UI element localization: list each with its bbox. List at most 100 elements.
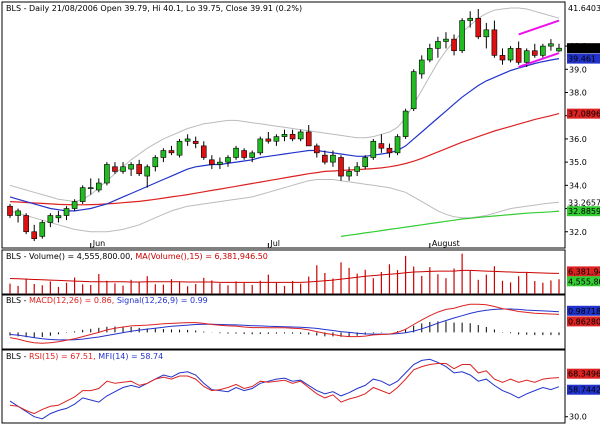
- macd-signal-line: [9, 308, 560, 341]
- candle-body: [370, 140, 377, 158]
- candle-body: [249, 152, 256, 158]
- volume-header: BLS - Volume() = 4,555,800.00, MA(Volume…: [6, 252, 268, 261]
- macd-label-box: [567, 316, 600, 327]
- price-label: 33.2657: [568, 198, 600, 207]
- macd-header: BLS - MACD(12,26) = 0.86, Signal(12,26,9…: [6, 296, 208, 305]
- candle-body: [184, 138, 191, 142]
- candle-body: [144, 166, 151, 177]
- macd-prefix: BLS -: [6, 296, 29, 305]
- candle-body: [305, 131, 312, 147]
- candle-body: [160, 150, 167, 158]
- candle-body: [475, 17, 482, 38]
- candle-body: [281, 133, 288, 137]
- price-label: 37.0896: [568, 110, 600, 119]
- candle-body: [63, 208, 70, 216]
- candle-body: [410, 71, 417, 110]
- candle-body: [273, 136, 280, 142]
- candle-body: [79, 187, 86, 202]
- channel-lower-line: [518, 52, 560, 68]
- rsi-legend: RSI(15) = 67.51,: [29, 352, 98, 361]
- candle-body: [451, 38, 457, 52]
- month-label: August: [432, 239, 460, 248]
- price-tick-label: 35.0: [569, 158, 587, 167]
- macd-label: 0.862805: [568, 317, 600, 326]
- candle-body: [7, 205, 13, 216]
- macd-label: 0.987182: [568, 307, 600, 316]
- rsi-label: 68.3496: [568, 370, 600, 379]
- candle-body: [531, 50, 538, 56]
- candle-body: [176, 140, 183, 156]
- price-tick-label: 39.0: [569, 65, 587, 74]
- candle-body: [402, 110, 409, 137]
- candle-body: [499, 55, 506, 61]
- macd-label-box: [567, 305, 600, 316]
- rsi-prefix: BLS -: [6, 352, 29, 361]
- macd-line: [9, 303, 560, 344]
- price-label: 39.91: [568, 44, 591, 53]
- candle-body: [168, 150, 175, 154]
- candle-body: [265, 138, 272, 142]
- rsi-label-box: [567, 384, 600, 395]
- rsi-line: [9, 363, 560, 415]
- price-tick-label: 36.0: [569, 135, 587, 144]
- candle-body: [55, 215, 62, 219]
- volume-panel-frame: [1, 249, 566, 295]
- candle-body: [23, 215, 29, 233]
- candle-body: [491, 29, 498, 56]
- lower-band-line: [9, 179, 560, 233]
- volume-label-box: [567, 276, 600, 287]
- candle-body: [418, 59, 425, 75]
- mfi-line: [9, 358, 560, 420]
- price-header: BLS - Daily 21/08/2006 Open 39.79, Hi 40…: [6, 4, 302, 13]
- candle-body: [39, 222, 46, 237]
- candle-body: [15, 210, 21, 216]
- rsi-panel-frame: [1, 349, 566, 424]
- price-panel-frame: [1, 1, 566, 249]
- candle-body: [297, 131, 304, 140]
- candle-body: [362, 157, 369, 168]
- candle-body: [435, 41, 441, 49]
- rsi-header: BLS - RSI(15) = 67.51, MFI(14) = 58.74: [6, 352, 163, 361]
- candle-body: [31, 231, 38, 240]
- price-tick-label: 38.0: [569, 89, 587, 98]
- price-label-box: [567, 53, 600, 64]
- candle-body: [443, 38, 449, 42]
- volume-ma-legend: MA(Volume(),15) = 6,381,946.50: [135, 252, 268, 261]
- signal-legend: Signal(12,26,9) = 0.99: [117, 296, 208, 305]
- price-tick-label: 34.0: [569, 181, 587, 190]
- rsi-label: 58.7442: [568, 386, 600, 395]
- rsi-tick-label: 30.0: [569, 413, 587, 422]
- candle-body: [338, 157, 344, 177]
- mfi-legend: MFI(14) = 58.74: [98, 352, 163, 361]
- blue-moving-average: [9, 58, 560, 212]
- candle-body: [483, 29, 490, 38]
- green-moving-average: [340, 210, 560, 237]
- candle-body: [556, 47, 562, 52]
- candle-body: [136, 164, 142, 175]
- price-label: 39.461: [568, 55, 596, 64]
- candle-body: [47, 215, 54, 223]
- candle-body: [209, 159, 215, 165]
- month-label: Jun: [92, 239, 106, 248]
- candle-body: [225, 157, 231, 163]
- candle-body: [322, 154, 328, 163]
- candle-body: [459, 20, 465, 52]
- candle-body: [313, 145, 320, 154]
- volume-label: 4,555,800: [568, 277, 600, 286]
- volume-prefix: BLS - Volume() = 4,555,800.00,: [6, 252, 135, 261]
- volume-ma-line: [9, 269, 560, 283]
- candle-body: [540, 45, 546, 56]
- price-label: 32.8859: [568, 207, 600, 216]
- channel-upper-line: [518, 19, 560, 36]
- price-label: 41.6403: [568, 4, 600, 13]
- candle-body: [548, 43, 554, 47]
- candle-body: [71, 201, 78, 209]
- candle-body: [346, 171, 352, 177]
- candle-body: [257, 138, 264, 154]
- candle-body: [241, 150, 247, 158]
- candle-body: [128, 164, 134, 170]
- candle-body: [378, 143, 385, 149]
- candle-body: [523, 50, 530, 63]
- month-label: Jul: [269, 239, 280, 248]
